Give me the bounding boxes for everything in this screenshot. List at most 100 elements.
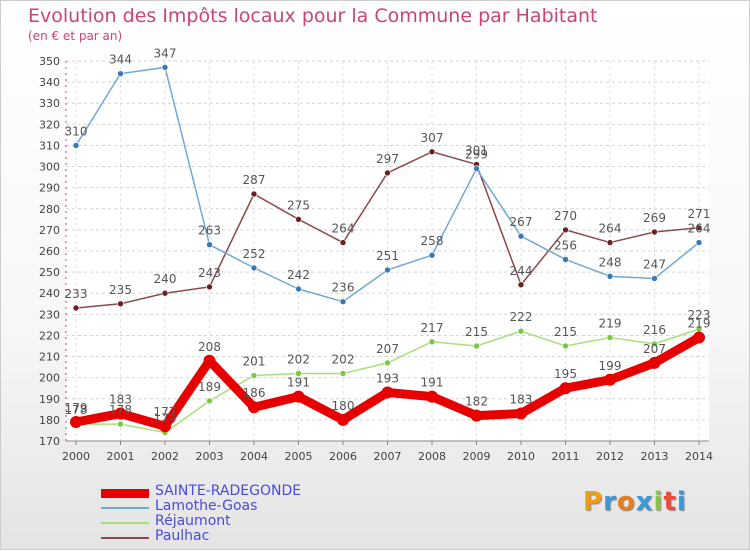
data-point-paulhac [517,281,525,289]
data-label-lamothe-goas: 267 [510,215,533,229]
data-point-lamothe-goas [161,64,169,71]
data-label-lamothe-goas: 248 [599,255,622,269]
data-label-lamothe-goas: 251 [376,249,399,263]
x-tick-label: 2006 [329,450,357,463]
data-label-paulhac: 240 [154,272,177,286]
data-point-paulhac [562,226,569,234]
data-label-paulhac: 307 [421,131,444,145]
legend-item: Paulhac [101,528,401,545]
data-point-paulhac [295,216,302,223]
data-point-r-jaumont [295,370,302,377]
data-point-sainte-radegonde [203,354,216,367]
data-label-r-jaumont: 178 [65,403,88,417]
data-point-paulhac [72,304,80,312]
x-tick-label: 2000 [62,450,90,463]
chart-subtitle: (en € et par an) [28,29,123,43]
x-tick-label: 2005 [285,450,313,463]
data-label-lamothe-goas: 236 [332,281,355,295]
data-point-r-jaumont [250,372,258,379]
data-label-lamothe-goas: 263 [198,224,221,238]
data-label-lamothe-goas: 299 [465,148,488,162]
data-point-paulhac [428,148,436,156]
data-label-r-jaumont: 207 [376,342,399,356]
y-tick-label: 310 [39,139,60,152]
data-label-lamothe-goas: 252 [243,247,266,261]
y-tick-label: 200 [39,372,60,385]
y-tick-label: 330 [39,97,60,110]
x-tick-label: 2003 [196,450,224,463]
legend-label: Lamothe-Goas [155,498,258,514]
x-tick-label: 2011 [552,450,580,463]
data-point-sainte-radegonde [292,390,305,403]
data-point-sainte-radegonde [114,407,127,420]
data-label-r-jaumont: 178 [109,403,132,417]
data-point-lamothe-goas [606,273,614,280]
data-label-lamothe-goas: 258 [421,234,444,248]
data-point-sainte-radegonde [159,420,171,433]
data-point-r-jaumont [562,342,569,350]
data-point-r-jaumont [428,338,436,346]
data-label-sainte-radegonde: 180 [332,399,355,413]
y-tick-label: 350 [39,55,60,68]
data-point-paulhac [384,169,391,177]
y-tick-label: 220 [39,329,60,342]
legend-label: SAINTE-RADEGONDE [155,483,302,499]
legend-label: Paulhac [155,528,210,544]
data-label-r-jaumont: 217 [421,321,444,335]
data-label-r-jaumont: 174 [154,412,177,426]
data-label-lamothe-goas: 247 [643,257,666,271]
data-point-lamothe-goas [339,298,347,305]
legend-swatch [101,507,149,509]
data-point-paulhac [161,289,169,297]
x-tick-label: 2010 [507,450,535,463]
data-label-paulhac: 297 [376,152,399,166]
data-label-paulhac: 264 [332,222,355,236]
data-label-sainte-radegonde: 179 [65,401,88,415]
data-point-r-jaumont [651,340,658,348]
data-label-r-jaumont: 215 [465,325,488,339]
data-point-sainte-radegonde [70,416,82,428]
data-label-lamothe-goas: 347 [154,46,177,60]
x-tick-label: 2013 [641,450,669,463]
y-tick-label: 230 [39,308,60,321]
x-tick-label: 2004 [240,450,268,463]
data-point-lamothe-goas [206,241,213,248]
y-tick-label: 280 [39,203,60,216]
data-label-lamothe-goas: 242 [287,268,310,282]
data-point-sainte-radegonde [470,409,483,422]
y-tick-label: 170 [39,435,60,448]
data-point-r-jaumont [384,359,391,367]
data-point-paulhac [695,224,703,232]
data-point-sainte-radegonde [693,331,705,344]
logo-letter: P [583,487,604,517]
data-label-paulhac: 269 [643,211,666,225]
y-tick-label: 180 [39,414,60,427]
data-point-lamothe-goas [384,266,391,274]
data-label-paulhac: 233 [65,287,88,301]
y-tick-label: 210 [39,351,60,364]
data-point-lamothe-goas [562,256,569,263]
data-point-sainte-radegonde [515,407,527,420]
data-label-lamothe-goas: 344 [109,53,132,67]
data-label-sainte-radegonde: 191 [421,376,444,390]
logo-letter: i [676,487,687,517]
data-point-sainte-radegonde [648,356,661,369]
data-label-r-jaumont: 222 [510,310,533,324]
data-point-paulhac [651,228,658,236]
data-point-lamothe-goas [428,251,436,259]
data-label-sainte-radegonde: 177 [154,405,177,419]
x-tick-label: 2014 [685,450,713,463]
data-point-lamothe-goas [517,232,525,240]
y-tick-label: 270 [39,224,60,237]
data-label-paulhac: 244 [510,264,533,278]
data-label-lamothe-goas: 256 [554,238,577,252]
data-label-sainte-radegonde: 191 [287,376,310,390]
data-label-r-jaumont: 202 [287,352,310,366]
logo-letter: x [635,487,654,517]
data-label-lamothe-goas: 310 [65,124,88,138]
data-label-r-jaumont: 201 [243,355,266,369]
data-point-r-jaumont [117,420,124,428]
legend-label: Réjaumont [155,513,231,529]
legend-item: Réjaumont [101,513,401,530]
